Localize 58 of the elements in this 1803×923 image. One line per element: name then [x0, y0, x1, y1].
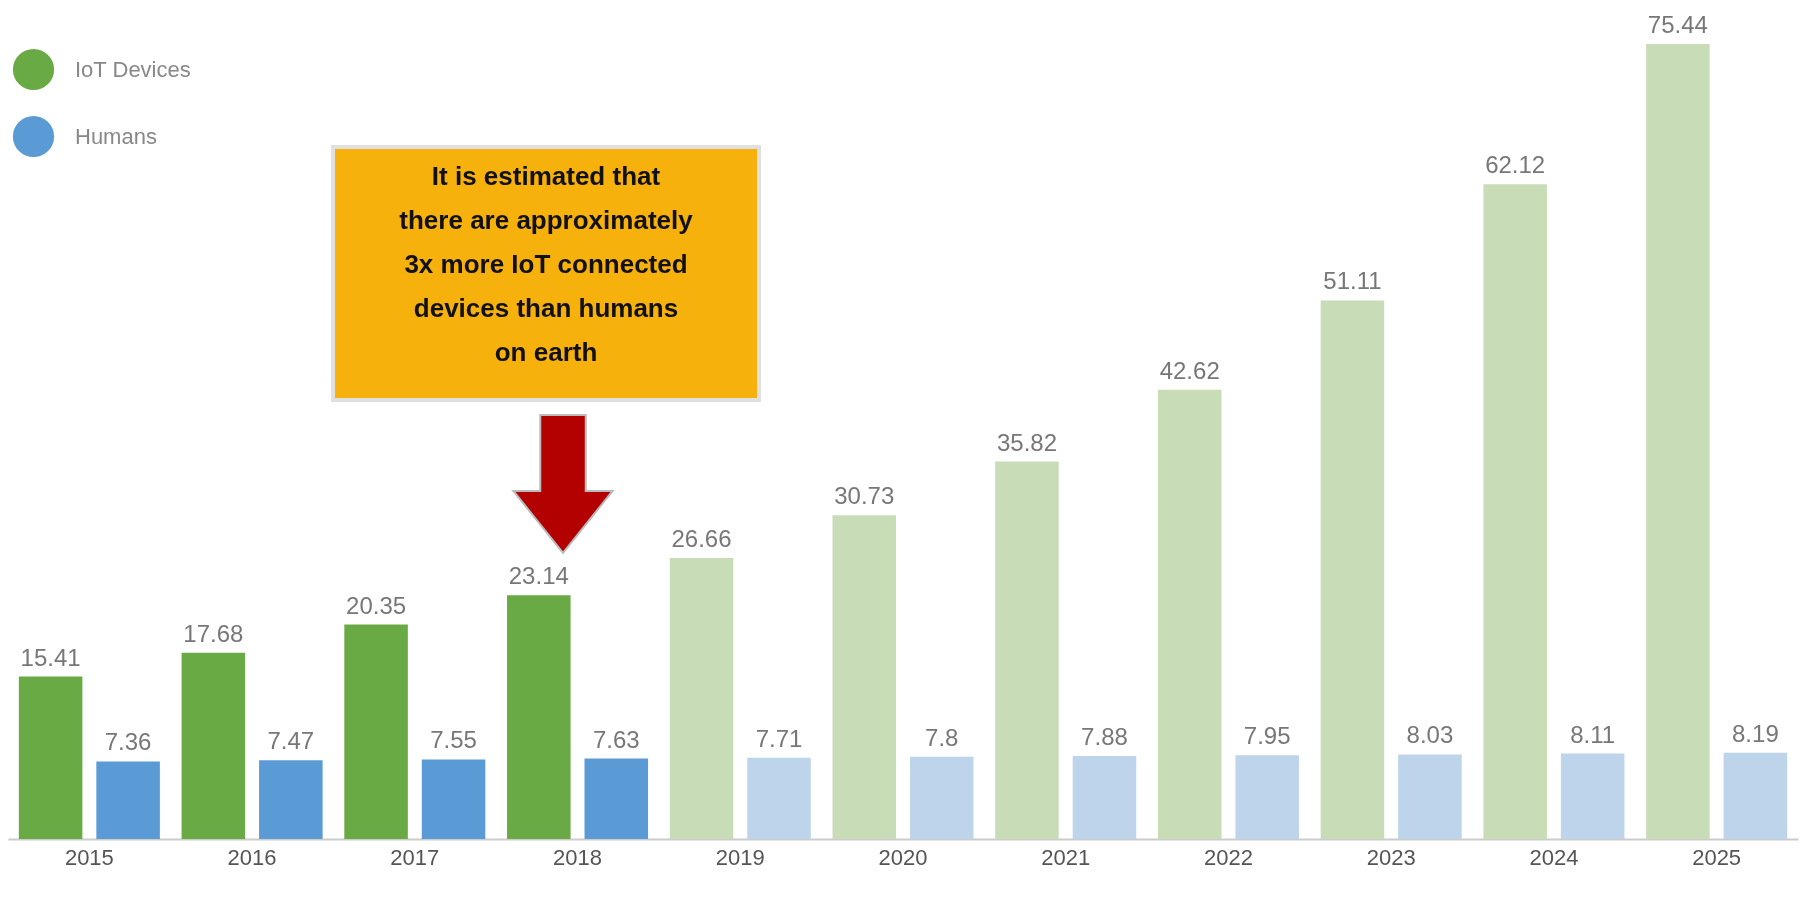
annotation: It is estimated that there are approximately 3x more IoT connected devices than humans on earth	[399, 161, 694, 367]
bar	[747, 757, 811, 839]
data-label: 26.66	[671, 525, 732, 553]
bar	[1560, 753, 1625, 839]
data-label: 30.73	[834, 482, 895, 510]
data-label: 62.12	[1485, 151, 1546, 179]
bar	[584, 758, 649, 839]
bar	[259, 760, 323, 839]
bar	[1398, 754, 1462, 839]
x-tick-label: 2023	[1366, 844, 1416, 870]
x-tick-label: 2018	[553, 844, 603, 870]
data-label: 51.11	[1323, 267, 1382, 295]
x-tick-label: 2024	[1529, 844, 1579, 870]
x-tick-label: 2020	[878, 844, 928, 870]
x-tick-label: 2017	[390, 844, 440, 870]
bar	[1723, 752, 1788, 839]
data-label: 23.14	[508, 562, 569, 590]
bar	[995, 461, 1059, 839]
bar	[18, 676, 83, 839]
legend-label: IoT Devices	[75, 56, 191, 82]
bar	[344, 624, 408, 839]
legend-label: Humans	[75, 123, 157, 149]
data-label: 75.44	[1647, 11, 1708, 38]
data-label: 8.19	[1732, 719, 1779, 747]
bar	[1235, 755, 1299, 839]
bar	[1646, 44, 1710, 839]
bar	[1483, 184, 1547, 839]
data-label: 7.95	[1243, 722, 1291, 750]
data-label: 7.55	[430, 726, 477, 754]
data-label: 7.47	[267, 727, 315, 755]
data-label: 7.8	[925, 723, 959, 751]
bar	[909, 756, 974, 839]
bar	[832, 515, 897, 839]
data-label: 7.88	[1081, 722, 1128, 750]
data-label: 7.36	[104, 728, 152, 756]
x-tick-label: 2016	[227, 844, 277, 870]
data-label: 7.63	[592, 725, 640, 753]
data-label: 20.35	[346, 591, 407, 619]
data-label: 42.62	[1159, 356, 1220, 384]
bar	[669, 558, 734, 839]
data-label: 7.71	[755, 724, 803, 752]
bar	[96, 761, 160, 839]
x-tick-label: 2021	[1041, 844, 1091, 870]
bar	[181, 652, 246, 839]
bar	[507, 595, 571, 839]
x-tick-label: 2015	[64, 844, 114, 870]
bar	[421, 759, 486, 839]
x-tick-label: 2022	[1203, 844, 1253, 870]
data-label: 35.82	[996, 428, 1058, 456]
bar	[1157, 389, 1222, 839]
x-tick-label: 2019	[715, 844, 765, 870]
bar	[1072, 755, 1137, 839]
bar	[1320, 300, 1385, 839]
data-label: 8.11	[1570, 720, 1616, 748]
x-tick-label: 2025	[1692, 844, 1742, 870]
data-label: 17.68	[183, 619, 244, 647]
data-label: 15.41	[20, 643, 81, 671]
data-label: 8.03	[1406, 721, 1454, 749]
